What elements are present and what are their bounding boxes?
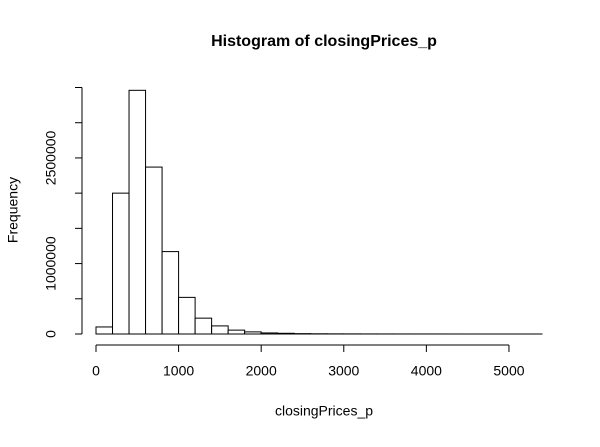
chart-title: Histogram of closingPrices_p	[211, 33, 437, 50]
bar	[113, 193, 130, 334]
bar	[96, 327, 113, 334]
bar	[261, 333, 278, 334]
bar	[228, 330, 245, 334]
y-tick-label: 2500000	[43, 130, 59, 185]
x-tick-label: 3000	[328, 363, 359, 379]
bar	[179, 297, 196, 334]
bar	[195, 318, 212, 334]
y-tick-label: 1000000	[43, 236, 59, 291]
y-axis-label: Frequency	[5, 177, 21, 243]
bar	[162, 252, 179, 334]
x-tick-label: 4000	[411, 363, 442, 379]
bar	[212, 326, 229, 334]
bar	[146, 167, 163, 334]
x-tick-label: 5000	[493, 363, 524, 379]
bar	[278, 333, 295, 334]
bar	[129, 90, 146, 334]
x-tick-label: 2000	[246, 363, 277, 379]
y-tick-label: 0	[43, 330, 59, 338]
x-axis-label: closingPrices_p	[275, 403, 373, 419]
x-tick-label: 1000	[163, 363, 194, 379]
x-tick-label: 0	[92, 363, 100, 379]
bar	[245, 332, 262, 334]
